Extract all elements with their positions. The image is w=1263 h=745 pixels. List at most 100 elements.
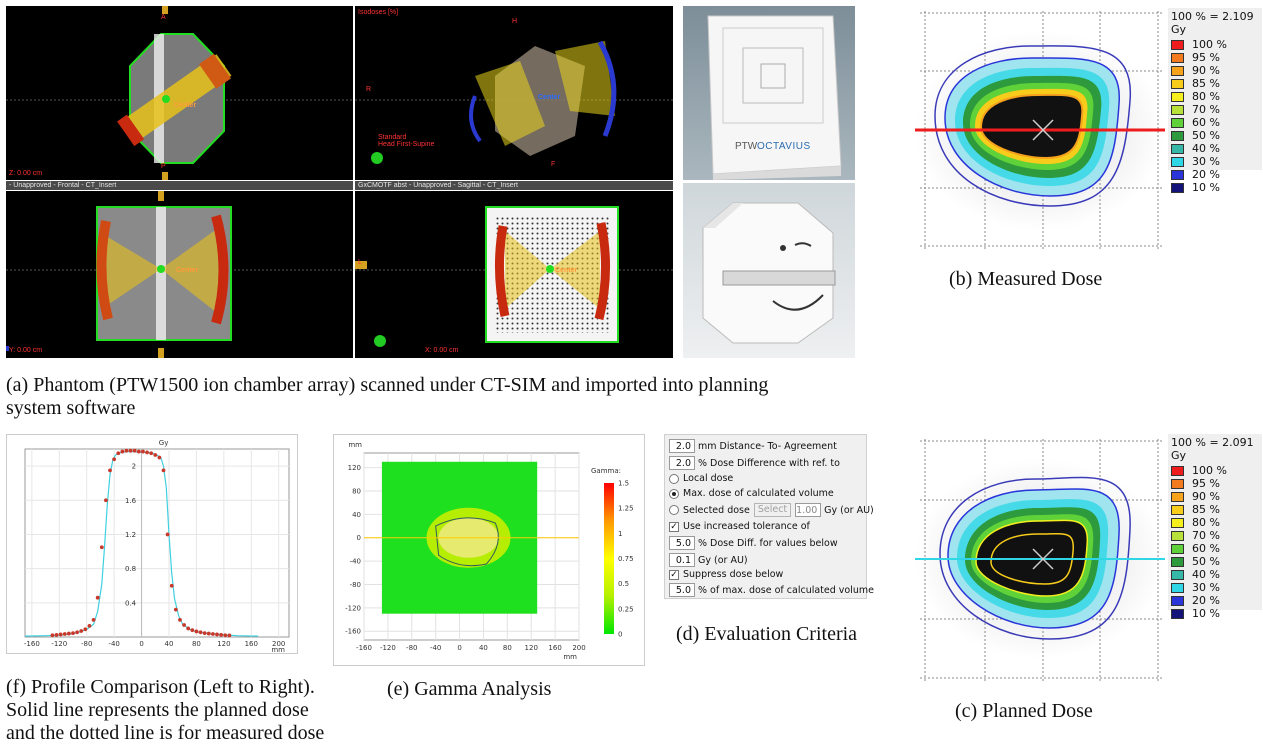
dta-input[interactable]: 2.0	[669, 439, 695, 453]
center-label-frontal: Center	[176, 267, 199, 274]
gamma-colorbar-title: Gamma:	[591, 467, 621, 475]
profile-measured-point	[219, 632, 224, 637]
planned-legend-label: 50 %	[1192, 555, 1220, 568]
profile-measured-point	[54, 632, 59, 637]
isodoses-tag: Isodoses [%]	[358, 9, 399, 16]
planned-legend-row: 80 %	[1168, 516, 1262, 529]
isocenter-marker-frontal	[157, 265, 165, 273]
measured-legend-swatch	[1171, 156, 1184, 167]
profile-measured-point	[116, 451, 121, 456]
planned-legend-row: 70 %	[1168, 529, 1262, 542]
orientation-letter-h: H	[512, 18, 518, 25]
profile-y-tick-label: 0.4	[125, 599, 137, 607]
threshold-gy-label: Gy (or AU)	[698, 554, 748, 566]
suppress-dose-input[interactable]: 5.0	[669, 583, 695, 597]
gamma-x-tick-label: 80	[503, 644, 512, 652]
measured-legend-label: 80 %	[1192, 90, 1220, 103]
measured-dose-map	[915, 6, 1165, 254]
measured-legend-row: 30 %	[1168, 155, 1262, 168]
profile-measured-point	[145, 450, 149, 455]
planned-legend-row: 85 %	[1168, 503, 1262, 516]
profile-x-tick-label: 120	[217, 640, 230, 648]
increased-tolerance-input[interactable]: 5.0	[669, 536, 695, 550]
profile-measured-point	[178, 618, 182, 622]
ct-axial-image	[6, 6, 353, 180]
planned-legend-row: 100 %	[1168, 464, 1262, 477]
selected-dose-radio[interactable]	[669, 505, 679, 515]
profile-measured-point	[108, 468, 112, 473]
gamma-colorbar-tick: 0.5	[618, 580, 629, 588]
profile-chart: -160 -120 -80 -40 0 40 80 120 160 200 0.4 0.8 1.2 1.6…	[24, 439, 290, 654]
profile-measured-point	[190, 628, 195, 633]
measured-legend-swatch	[1171, 39, 1184, 50]
select-button[interactable]: Select	[753, 503, 792, 517]
caption-a-line2: system software	[6, 397, 136, 419]
gamma-colorbar-tick: 1.25	[618, 505, 634, 513]
gamma-y-tick-label: -160	[345, 628, 361, 636]
measured-legend-label: 50 %	[1192, 129, 1220, 142]
measured-legend-swatch	[1171, 104, 1184, 115]
gamma-y-tick-label: 40	[352, 511, 361, 519]
profile-measured-point	[206, 631, 211, 636]
profile-measured-point	[186, 626, 191, 631]
profile-measured-point	[169, 583, 174, 588]
isodose-10	[934, 45, 1131, 207]
profile-measured-point	[227, 633, 232, 638]
measured-legend-label: 60 %	[1192, 116, 1220, 129]
gamma-x-tick-label: -120	[380, 644, 396, 652]
gamma-analysis-panel: -160 -120 -80 -40 0 40 80 120 160 200 120 80 40 0 -40 -…	[333, 434, 645, 666]
dose-diff-input[interactable]: 2.0	[669, 456, 695, 470]
measured-legend-label: 20 %	[1192, 168, 1220, 181]
gamma-chart: -160 -120 -80 -40 0 40 80 120 160 200 120 80 40 0 -40 -…	[345, 441, 634, 661]
profile-measured-point	[112, 457, 117, 462]
profile-measured-point	[79, 629, 84, 633]
center-label: Center	[174, 102, 197, 109]
profile-measured-point	[99, 545, 104, 550]
center-label-sagittal: Center	[555, 267, 578, 274]
suppress-dose-checkbox[interactable]: ✓	[669, 569, 679, 580]
profile-x-tick-label: 80	[192, 640, 201, 648]
measured-legend-label: 95 %	[1192, 51, 1220, 64]
planned-legend-swatch	[1171, 478, 1184, 489]
planned-legend-label: 20 %	[1192, 594, 1220, 607]
planned-legend-row: 40 %	[1168, 568, 1262, 581]
planned-legend-label: 85 %	[1192, 503, 1220, 516]
max-dose-radio[interactable]	[669, 488, 679, 499]
profile-measured-point	[215, 632, 219, 637]
profile-measured-point	[153, 453, 158, 457]
measured-legend-row: 60 %	[1168, 116, 1262, 129]
increased-tolerance-checkbox[interactable]: ✓	[669, 521, 679, 532]
planned-legend-swatch	[1171, 582, 1184, 593]
planned-legend-swatch	[1171, 608, 1184, 619]
measured-legend-swatch	[1171, 182, 1184, 193]
profile-measured-point	[66, 631, 71, 636]
max-dose-label: Max. dose of calculated volume	[683, 488, 834, 499]
ct-sagittal-image	[355, 206, 673, 347]
profile-measured-point	[120, 449, 125, 454]
gamma-colorbar-tick: 1	[618, 530, 622, 538]
gamma-y-tick-label: 80	[352, 487, 361, 495]
measured-dose-legend: 100 % = 2.109 Gy 100 % 95 % 90 % 85 % 80 % 70…	[1168, 8, 1262, 194]
local-dose-label: Local dose	[683, 473, 734, 484]
caption-a-line1: (a) Phantom (PTW1500 ion chamber array) …	[6, 374, 769, 396]
isodose-95	[979, 93, 1084, 160]
planned-legend-row: 10 %	[1168, 607, 1262, 620]
profile-measured-point	[194, 629, 199, 634]
measured-legend-row: 20 %	[1168, 168, 1262, 181]
caption-f-line1: (f) Profile Comparison (Left to Right).	[6, 676, 315, 698]
gamma-y-tick-label: 120	[348, 464, 361, 472]
ct-frontal-image	[6, 191, 353, 358]
local-dose-radio[interactable]	[669, 473, 679, 484]
measured-legend-swatch	[1171, 117, 1184, 128]
legend-header-planned: 100 % = 2.091 Gy	[1171, 436, 1254, 462]
measured-legend-swatch	[1171, 130, 1184, 141]
profile-y-tick-label: 2	[132, 463, 136, 471]
profile-measured-point	[91, 618, 96, 622]
patient-figure-icon	[371, 152, 383, 164]
gamma-x-tick-label: -40	[430, 644, 441, 652]
ct-view-top-right: Isodoses [%] H F R Standard Head First-S…	[355, 6, 673, 180]
threshold-gy-input[interactable]: 0.1	[669, 553, 695, 567]
selected-dose-input[interactable]: 1.00	[795, 503, 822, 517]
profile-x-tick-label: 160	[245, 640, 258, 648]
planned-legend-label: 10 %	[1192, 607, 1220, 620]
